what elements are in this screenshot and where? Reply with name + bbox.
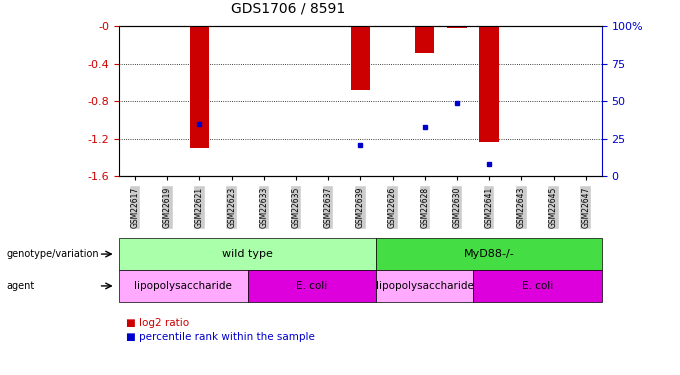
Text: E. coli: E. coli	[296, 281, 328, 291]
Text: GSM22623: GSM22623	[227, 187, 236, 228]
Text: GSM22635: GSM22635	[292, 186, 301, 228]
Text: GSM22619: GSM22619	[163, 187, 172, 228]
Text: GSM22621: GSM22621	[195, 187, 204, 228]
Text: MyD88-/-: MyD88-/-	[464, 249, 515, 259]
Text: GSM22641: GSM22641	[485, 187, 494, 228]
Text: GSM22626: GSM22626	[388, 187, 397, 228]
Bar	[479, 26, 499, 142]
Text: GSM22637: GSM22637	[324, 186, 333, 228]
Text: ■ log2 ratio: ■ log2 ratio	[126, 318, 189, 327]
Text: GSM22647: GSM22647	[581, 186, 590, 228]
Bar	[190, 26, 209, 148]
Text: lipopolysaccharide: lipopolysaccharide	[135, 281, 233, 291]
Text: ■ percentile rank within the sample: ■ percentile rank within the sample	[126, 333, 315, 342]
Text: wild type: wild type	[222, 249, 273, 259]
Text: GDS1706 / 8591: GDS1706 / 8591	[231, 1, 345, 15]
Bar	[415, 26, 435, 53]
Text: GSM22633: GSM22633	[259, 186, 269, 228]
Text: genotype/variation: genotype/variation	[7, 249, 99, 259]
Bar	[351, 26, 370, 90]
Text: GSM22645: GSM22645	[549, 186, 558, 228]
Text: E. coli: E. coli	[522, 281, 553, 291]
Bar	[447, 26, 466, 28]
Text: GSM22643: GSM22643	[517, 186, 526, 228]
Text: GSM22639: GSM22639	[356, 186, 365, 228]
Text: GSM22628: GSM22628	[420, 187, 429, 228]
Text: GSM22617: GSM22617	[131, 187, 139, 228]
Text: GSM22630: GSM22630	[452, 186, 462, 228]
Text: lipopolysaccharide: lipopolysaccharide	[376, 281, 474, 291]
Text: agent: agent	[7, 281, 35, 291]
